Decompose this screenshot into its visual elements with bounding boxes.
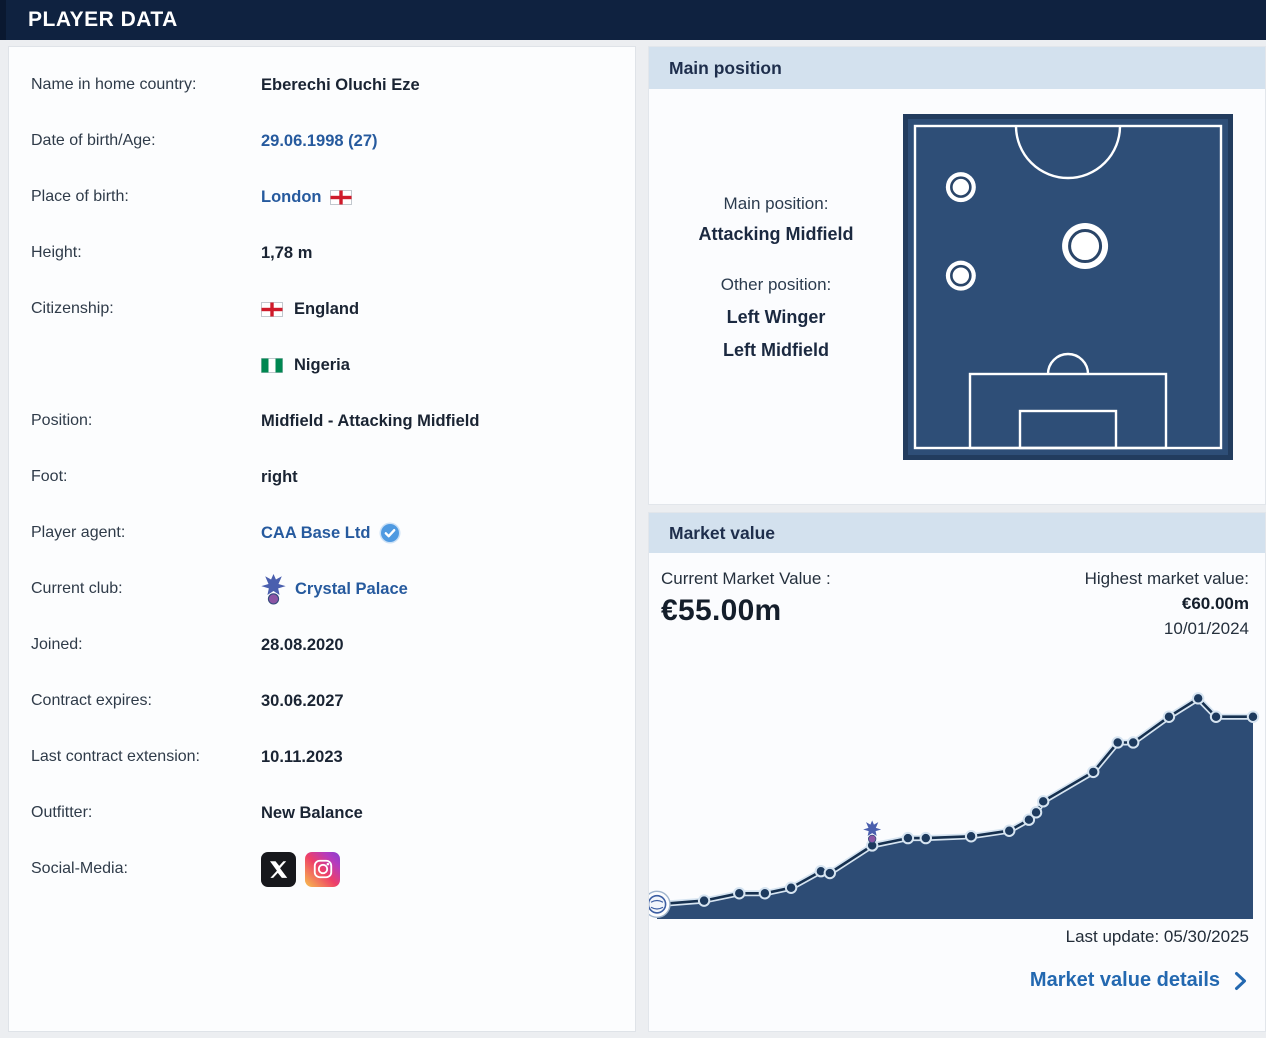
verified-check-icon: [379, 522, 401, 544]
info-row-date-of-birth: Date of birth/Age: 29.06.1998 (27): [31, 113, 635, 169]
height-value: 1,78 m: [261, 243, 313, 262]
chart-point: [1162, 710, 1176, 723]
info-row-height: Height: 1,78 m: [31, 225, 635, 281]
chart-point: [1191, 692, 1205, 705]
chart-point: [1127, 736, 1140, 749]
highest-market-value-label: Highest market value:: [1084, 569, 1249, 588]
info-row-social-media: Social-Media:: [31, 841, 635, 897]
main-position-value: Attacking Midfield: [698, 224, 854, 244]
chart-point: [784, 881, 798, 894]
chart-point: [1022, 813, 1036, 826]
row-label: Date of birth/Age:: [31, 132, 156, 149]
main-position-header: Main position: [649, 47, 1265, 89]
info-row-position: Position: Midfield - Attacking Midfield: [31, 393, 635, 449]
contract-expires-value: 30.06.2027: [261, 691, 344, 710]
row-label: Height:: [31, 244, 82, 261]
chart-point: [964, 830, 978, 843]
chart-point: [1037, 795, 1050, 808]
highest-market-value: €60.00m: [1181, 594, 1249, 613]
place-of-birth-link[interactable]: London: [261, 187, 322, 206]
other-position-value: Left Winger: [726, 307, 826, 327]
citizenship-nigeria: Nigeria: [261, 337, 359, 393]
info-row-place-of-birth: Place of birth: London: [31, 169, 635, 225]
page-title-bar: PLAYER DATA: [0, 0, 1266, 40]
player-agent-link[interactable]: CAA Base Ltd: [261, 523, 371, 542]
instagram-icon[interactable]: [305, 851, 340, 887]
row-label: Social-Media:: [31, 860, 128, 877]
current-market-value-label: Current Market Value :: [661, 569, 831, 588]
chart-point: [1003, 824, 1016, 837]
joined-value: 28.08.2020: [261, 635, 344, 654]
row-label: Last contract extension:: [31, 748, 200, 765]
chart-point: [823, 866, 837, 880]
page-title: PLAYER DATA: [28, 8, 178, 31]
row-label: Contract expires:: [31, 692, 152, 709]
current-market-value: €55.00m: [661, 594, 782, 627]
outfitter-value: New Balance: [261, 803, 363, 822]
row-label: Name in home country:: [31, 76, 197, 93]
other-position-value: Left Midfield: [723, 340, 829, 360]
info-row-contract-expires: Contract expires: 30.06.2027: [31, 673, 635, 729]
row-label: Position:: [31, 412, 93, 429]
current-club-link[interactable]: Crystal Palace: [295, 579, 408, 598]
chart-point: [1029, 806, 1043, 819]
x-twitter-icon[interactable]: [261, 851, 296, 887]
foot-value: right: [261, 467, 298, 486]
info-row-player-agent: Player agent: CAA Base Ltd: [31, 505, 635, 561]
main-position-label: Main position:: [723, 194, 829, 213]
row-label: Player agent:: [31, 524, 126, 541]
market-value-chart[interactable]: [649, 681, 1261, 921]
date-of-birth-link[interactable]: 29.06.1998 (27): [261, 131, 378, 150]
chart-point: [1111, 736, 1124, 749]
position-markers: [945, 172, 1109, 291]
crystal-palace-crest-icon[interactable]: [261, 574, 286, 605]
england-flag-icon: [261, 302, 283, 317]
england-flag-icon: [330, 190, 352, 205]
chart-point: [758, 887, 772, 900]
other-position-label: Other position:: [720, 275, 832, 294]
chart-point: [697, 894, 711, 907]
highest-market-value-date: 10/01/2024: [1163, 619, 1249, 638]
player-full-name: Eberechi Oluchi Eze: [261, 75, 420, 94]
chart-point: [1209, 710, 1223, 723]
info-row-citizenship: Citizenship: England Nigeria: [31, 281, 635, 393]
info-row-name-in-home-country: Name in home country: Eberechi Oluchi Ez…: [31, 57, 635, 113]
crystal-palace-crest-icon: [863, 820, 882, 844]
row-label: Place of birth:: [31, 188, 129, 205]
chevron-right-icon: [1235, 971, 1246, 990]
row-label: Joined:: [31, 636, 83, 653]
row-label: Citizenship:: [31, 300, 114, 317]
row-label: Foot:: [31, 468, 68, 485]
market-value-details-link[interactable]: Market value details: [649, 969, 1265, 992]
chart-point: [1087, 765, 1100, 779]
last-update-text: Last update: 05/30/2025: [1065, 927, 1249, 946]
info-row-joined: Joined: 28.08.2020: [31, 617, 635, 673]
info-row-last-contract-extension: Last contract extension: 10.11.2023: [31, 729, 635, 785]
info-row-current-club: Current club: Crystal Palace: [31, 561, 635, 617]
row-label: Outfitter:: [31, 804, 93, 821]
row-label: Current club:: [31, 580, 123, 597]
market-value-header: Market value: [649, 513, 1265, 553]
chart-point: [901, 831, 915, 845]
chart-point: [1246, 710, 1260, 723]
position-value: Midfield - Attacking Midfield: [261, 411, 480, 430]
market-value-panel: Market value Current Market Value : €55.…: [648, 512, 1266, 1032]
chart-point: [919, 831, 932, 845]
player-info-panel: Name in home country: Eberechi Oluchi Ez…: [8, 46, 636, 1032]
nigeria-flag-icon: [261, 358, 283, 373]
main-position-panel: Main position Main position: Attacking M…: [648, 46, 1266, 505]
info-row-outfitter: Outfitter: New Balance: [31, 785, 635, 841]
chart-point: [733, 887, 746, 900]
citizenship-england: England: [261, 281, 359, 337]
qpr-club-badge-icon: [649, 890, 671, 919]
football-pitch-graphic: [903, 114, 1233, 460]
info-row-foot: Foot: right: [31, 449, 635, 505]
last-extension-value: 10.11.2023: [261, 747, 343, 766]
